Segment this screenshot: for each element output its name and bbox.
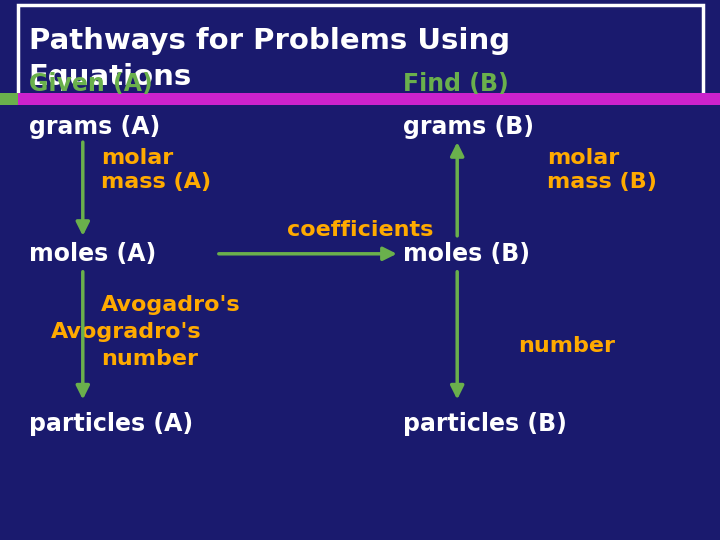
Text: grams (A): grams (A) [29,115,160,139]
Text: number: number [518,335,616,356]
Text: Equations: Equations [29,63,192,91]
Text: Avogradro's: Avogradro's [50,322,201,342]
Bar [18,5,703,94]
Text: number: number [101,349,198,369]
Text: particles (B): particles (B) [403,412,567,436]
Text: grams (B): grams (B) [403,115,534,139]
Text: Pathways for Problems Using: Pathways for Problems Using [29,27,510,55]
Text: Find (B): Find (B) [403,72,509,96]
Text: molar
mass (B): molar mass (B) [547,148,657,192]
Bar [18,93,720,105]
Text: particles (A): particles (A) [29,412,193,436]
Text: coefficients: coefficients [287,219,433,240]
Bar [0,93,18,105]
Text: Given (A): Given (A) [29,72,153,96]
Text: Avogadro's: Avogadro's [101,295,240,315]
Text: moles (B): moles (B) [403,242,530,266]
Text: moles (A): moles (A) [29,242,156,266]
Text: molar
mass (A): molar mass (A) [101,148,211,192]
